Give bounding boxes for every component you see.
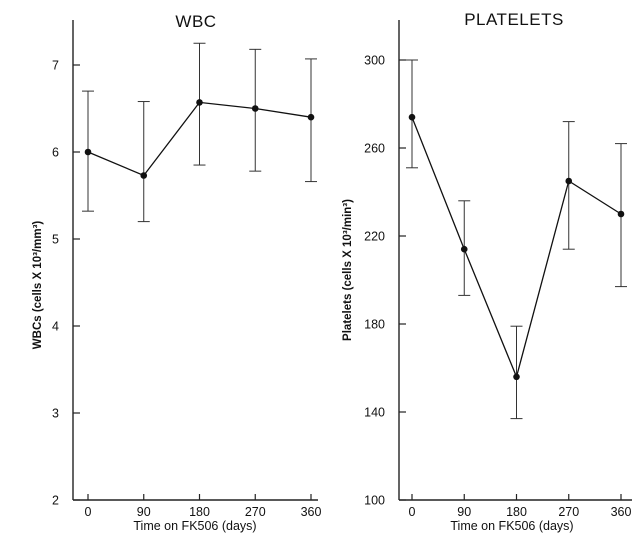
wbc-data-point	[196, 99, 203, 106]
wbc-y-tick-label: 3	[52, 407, 59, 421]
wbc-y-tick-label: 2	[52, 494, 59, 508]
platelets-y-tick-label: 260	[364, 142, 385, 156]
wbc-data-point	[140, 172, 148, 179]
platelets-y-tick-label: 180	[364, 318, 385, 332]
platelets-error-bars	[406, 59, 627, 420]
platelets-x-tick-label: 0	[409, 505, 416, 519]
platelets-xlabel: Time on FK506 (days)	[450, 519, 573, 533]
platelets-points	[408, 113, 625, 381]
platelets-panel: PLATELETS Platelets (cells X 10³/min³) T…	[342, 10, 632, 533]
wbc-error-bar	[137, 101, 150, 223]
platelets-data-point	[408, 113, 416, 121]
platelets-data-point	[617, 210, 625, 218]
platelets-x-tick-label: 270	[558, 505, 579, 519]
wbc-error-bars	[82, 42, 317, 223]
wbc-points	[84, 99, 315, 179]
wbc-y-tick-label: 4	[52, 320, 59, 334]
wbc-y-ticks: 2 3 4 5 6 7	[52, 59, 80, 508]
wbc-title: WBC	[175, 12, 216, 31]
platelets-y-tick-label: 100	[364, 494, 385, 508]
platelets-error-bar	[562, 121, 575, 250]
wbc-y-tick-label: 7	[52, 59, 59, 73]
wbc-x-ticks: 0 90 180 270 360	[85, 494, 322, 519]
wbc-x-tick-label: 90	[137, 505, 151, 519]
wbc-data-point	[251, 105, 259, 112]
platelets-x-tick-label: 180	[506, 505, 527, 519]
wbc-panel: WBC WBCs (cells X 10³/mm³) Time on FK506…	[32, 12, 321, 533]
wbc-y-tick-label: 5	[52, 233, 59, 247]
platelets-data-point	[565, 177, 573, 185]
platelets-data-point	[513, 373, 520, 381]
platelets-data-point	[460, 245, 468, 253]
platelets-title: PLATELETS	[464, 10, 564, 29]
platelets-x-tick-label: 90	[457, 505, 471, 519]
wbc-ylabel: WBCs (cells X 10³/mm³)	[32, 221, 44, 350]
wbc-x-tick-label: 360	[301, 505, 322, 519]
wbc-xlabel: Time on FK506 (days)	[133, 519, 256, 533]
platelets-y-tick-label: 140	[364, 406, 385, 420]
wbc-data-point	[84, 148, 92, 156]
platelets-x-ticks: 0 90 180 270 360	[409, 494, 632, 519]
platelets-y-tick-label: 300	[364, 54, 385, 68]
wbc-x-tick-label: 270	[245, 505, 266, 519]
platelets-y-tick-label: 220	[364, 230, 385, 244]
platelets-ylabel: Platelets (cells X 10³/min³)	[342, 199, 354, 341]
wbc-x-tick-label: 180	[189, 505, 210, 519]
platelets-x-tick-label: 360	[611, 505, 632, 519]
wbc-x-tick-label: 0	[85, 505, 92, 519]
platelets-y-ticks: 100 140 180 220 260 300	[364, 54, 406, 508]
platelets-error-bar	[510, 325, 523, 420]
wbc-y-tick-label: 6	[52, 146, 59, 160]
wbc-data-point	[307, 113, 315, 121]
